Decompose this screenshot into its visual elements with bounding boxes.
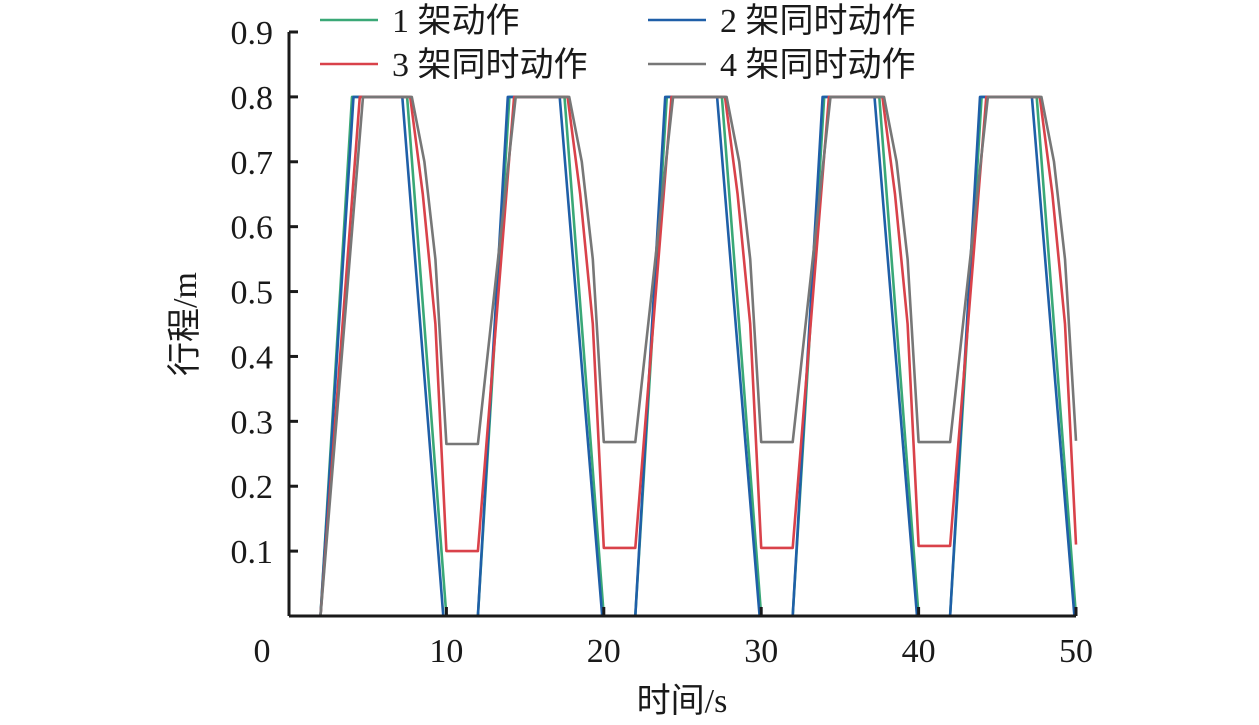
y-tick-label: 0.3	[231, 404, 274, 441]
y-tick-label: 0.1	[231, 534, 274, 571]
legend-label-4: 4 架同时动作	[720, 47, 916, 84]
y-tick-label: 0.2	[231, 469, 274, 506]
x-tick-label: 10	[429, 633, 463, 670]
series-layer	[319, 95, 1078, 618]
axes	[287, 32, 1076, 618]
legend: 1 架动作 2 架同时动作 3 架同时动作 4 架同时动作	[320, 3, 916, 84]
x-tick-label: 40	[902, 633, 936, 670]
y-tick-label: 0.8	[231, 80, 274, 117]
legend-label-3: 3 架同时动作	[392, 47, 588, 84]
y-tick-label: 0.6	[231, 210, 274, 247]
x-tick-label: 50	[1059, 633, 1093, 670]
x-tick-label: 20	[587, 633, 621, 670]
series-line-3	[319, 95, 1078, 617]
y-tick-label: 0.9	[231, 15, 274, 52]
ticks: 0.1 0.2 0.3 0.4 0.5 0.6 0.7 0.8 0.9 0 10 20 30 40 50	[231, 15, 1094, 670]
series-line-2	[319, 95, 1076, 618]
x-tick-label: 30	[744, 633, 778, 670]
x-tick-label: 0	[254, 633, 271, 670]
y-tick-label: 0.5	[231, 275, 274, 312]
legend-label-1: 1 架动作	[392, 3, 520, 40]
y-tick-label: 0.7	[231, 145, 274, 182]
y-tick-label: 0.4	[231, 339, 274, 376]
y-axis-label: 行程/m	[166, 272, 204, 376]
series-line-4	[319, 95, 1078, 617]
legend-label-2: 2 架同时动作	[720, 3, 916, 40]
series-line-1	[319, 95, 1078, 618]
x-axis-label: 时间/s	[637, 683, 728, 720]
